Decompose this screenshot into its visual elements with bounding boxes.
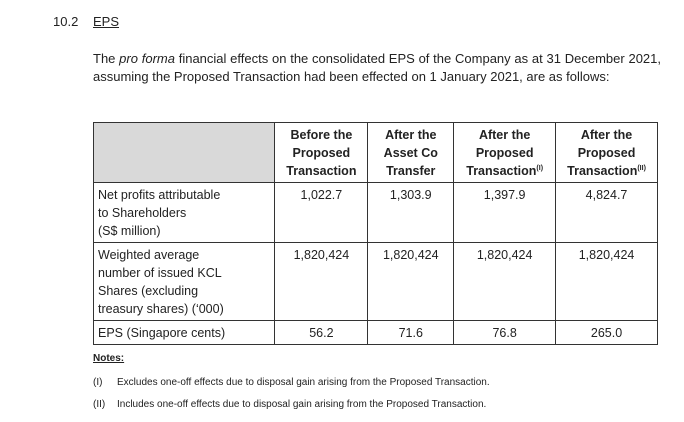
note-marker: (II) <box>93 399 106 410</box>
table-row: Net profits attributable to Shareholders (… <box>92 182 658 243</box>
table-cell: 76.8 <box>453 320 557 345</box>
table-cell: 1,820,424 <box>367 242 455 321</box>
row-label-line: Weighted average <box>98 248 200 262</box>
table-header-row: Before the Proposed Transaction After the A… <box>92 122 658 183</box>
header-line: After the <box>478 128 531 142</box>
header-footnote-marker: (II) <box>637 164 646 172</box>
row-label-line: EPS (Singapore cents) <box>98 326 226 340</box>
note-text: Includes one-off effects due to disposal… <box>117 399 487 410</box>
section-number: 10.2 <box>53 14 79 29</box>
intro-emphasis: pro forma <box>119 51 175 66</box>
table-cell: 4,824.7 <box>555 182 658 243</box>
note-item: (II) Includes one-off effects due to disp… <box>93 399 486 410</box>
row-label-line: (S$ million) <box>98 224 161 238</box>
row-label-line: treasury shares) (‘000) <box>98 302 224 316</box>
header-footnote-marker: (I) <box>536 164 544 172</box>
header-line: Transaction <box>567 164 638 178</box>
table-row: EPS (Singapore cents) 56.2 71.6 76.8 265… <box>92 320 658 345</box>
note-marker: (I) <box>93 377 103 388</box>
row-label-line: number of issued KCL <box>98 266 222 280</box>
table-header-cell: After the Proposed Transaction(II) <box>555 122 658 183</box>
table-cell: 1,397.9 <box>453 182 557 243</box>
header-line: Transaction <box>286 164 357 178</box>
row-label: Weighted average number of issued KCL Shar… <box>92 242 276 321</box>
table-cell: 1,022.7 <box>274 182 369 243</box>
intro-text-start: The <box>93 51 120 66</box>
note-item: (I) Excludes one-off effects due to dispo… <box>93 377 490 388</box>
notes-title: Notes: <box>93 353 125 364</box>
table-header-blank <box>92 122 276 183</box>
header-line: Before the <box>290 128 353 142</box>
header-line: After the <box>385 128 437 142</box>
intro-paragraph: The pro forma financial effects on the c… <box>93 50 661 86</box>
header-line: Proposed <box>577 146 636 160</box>
table-cell: 1,820,424 <box>555 242 658 321</box>
section-title: EPS <box>93 14 120 29</box>
table-header-cell: After the Proposed Transaction(I) <box>453 122 557 183</box>
table-cell: 71.6 <box>367 320 455 345</box>
eps-table: Before the Proposed Transaction After the A… <box>92 122 658 345</box>
table-header-cell: After the Asset Co Transfer <box>367 122 455 183</box>
table-row: Weighted average number of issued KCL Shar… <box>92 242 658 321</box>
row-label: Net profits attributable to Shareholders (… <box>92 182 276 243</box>
intro-text-rest: financial effects on the consolidated EP… <box>93 51 661 84</box>
row-label: EPS (Singapore cents) <box>92 320 276 345</box>
table-cell: 1,820,424 <box>453 242 557 321</box>
row-label-line: Shares (excluding <box>98 284 199 298</box>
header-line: Proposed <box>292 146 351 160</box>
header-line: Asset Co <box>383 146 438 160</box>
header-line: Proposed <box>475 146 534 160</box>
note-text: Excludes one-off effects due to disposal… <box>117 377 490 388</box>
table-cell: 1,303.9 <box>367 182 455 243</box>
header-line: After the <box>580 128 633 142</box>
row-label-line: Net profits attributable <box>98 188 221 202</box>
table-cell: 1,820,424 <box>274 242 369 321</box>
table-header-cell: Before the Proposed Transaction <box>274 122 369 183</box>
table-cell: 265.0 <box>555 320 658 345</box>
header-line: Transaction <box>466 164 537 178</box>
row-label-line: to Shareholders <box>98 206 187 220</box>
table-cell: 56.2 <box>274 320 369 345</box>
header-line: Transfer <box>386 164 436 178</box>
